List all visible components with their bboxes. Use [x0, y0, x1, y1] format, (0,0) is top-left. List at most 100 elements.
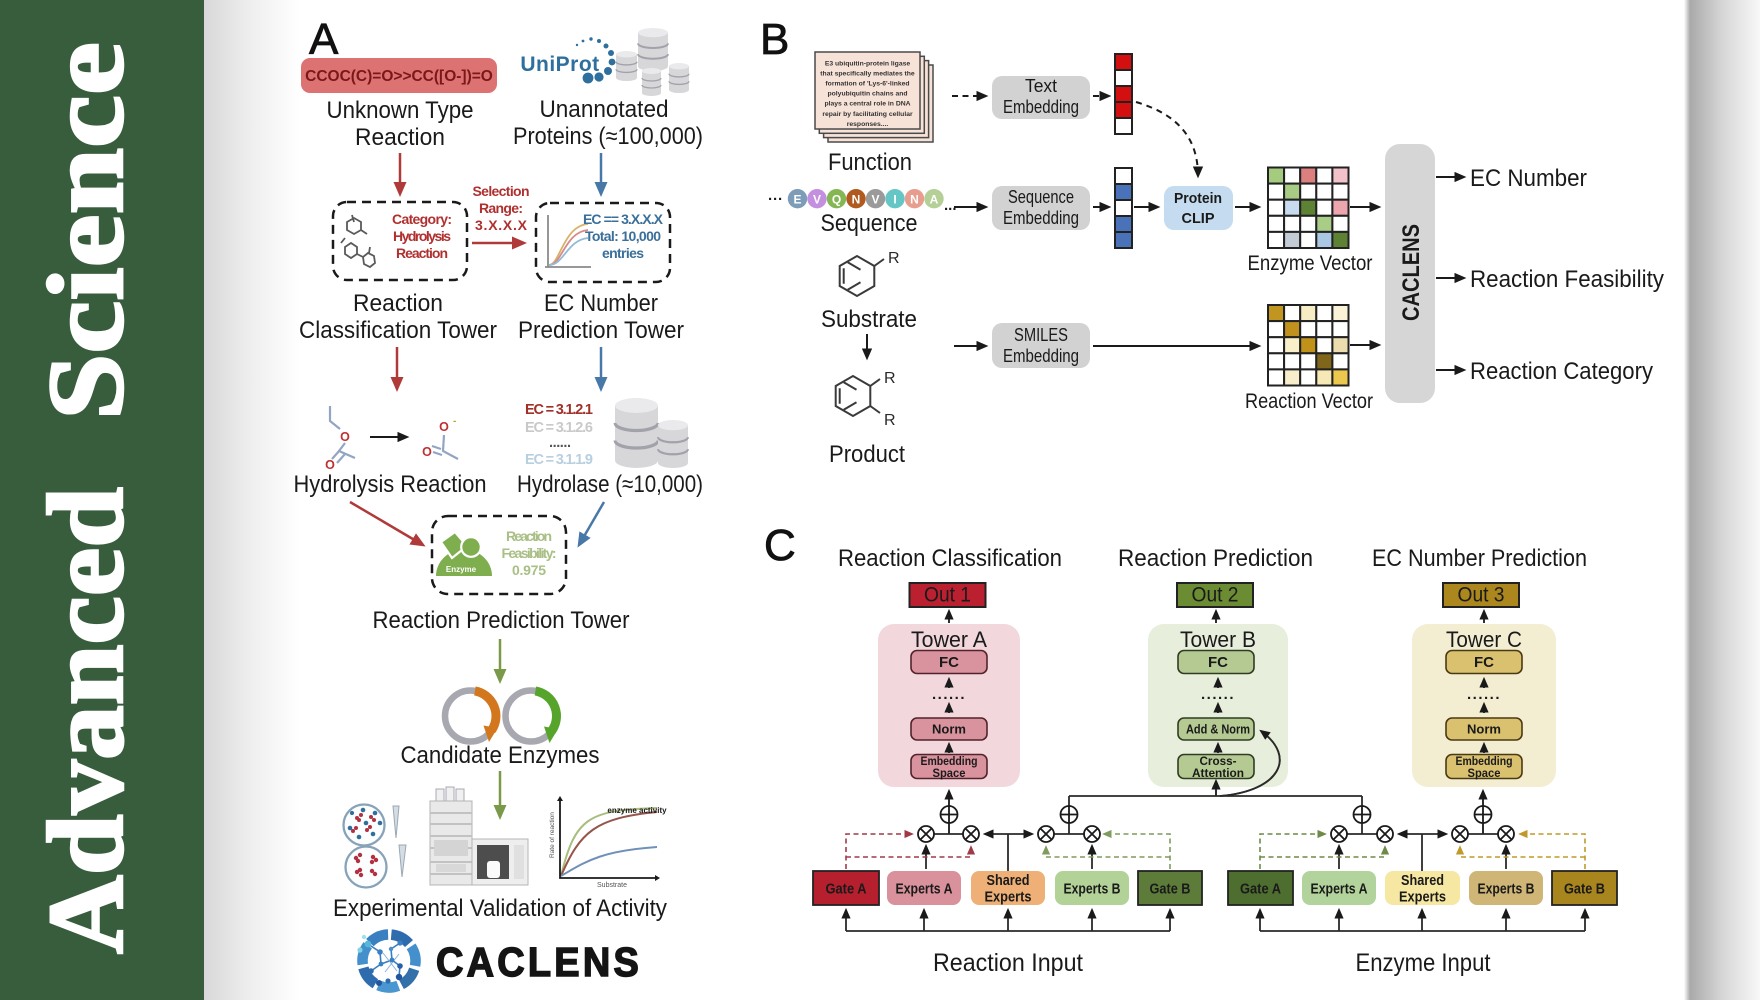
svg-text:Sequence: Sequence — [1008, 187, 1074, 207]
svg-text:EC == 3.X.X.X: EC == 3.X.X.X — [583, 211, 664, 227]
svg-text:Experts B: Experts B — [1064, 882, 1121, 898]
svg-text:CCOC(C)=O>>CC([O-])=O: CCOC(C)=O>>CC([O-])=O — [305, 68, 493, 85]
svg-text:Embedding: Embedding — [1003, 97, 1079, 117]
svg-text:FC: FC — [1208, 654, 1228, 671]
svg-text:Enzyme: Enzyme — [446, 565, 477, 574]
svg-text:Norm: Norm — [1467, 722, 1501, 737]
svg-text:Experts A: Experts A — [896, 882, 953, 898]
svg-text:Reaction: Reaction — [506, 528, 552, 544]
svg-text:Substrate: Substrate — [597, 882, 627, 889]
svg-text:B: B — [760, 15, 789, 64]
svg-text:E: E — [793, 193, 801, 207]
svg-text:Enzyme Input: Enzyme Input — [1356, 949, 1491, 977]
svg-text:I: I — [893, 193, 896, 207]
svg-text:N: N — [852, 193, 861, 207]
svg-text:Selection: Selection — [473, 183, 530, 199]
svg-text:Total: 10,000: Total: 10,000 — [585, 228, 661, 244]
svg-text:responses....: responses.... — [847, 121, 889, 128]
svg-text:CACLENS: CACLENS — [436, 939, 642, 985]
svg-text:O: O — [325, 458, 335, 472]
svg-text:R: R — [888, 250, 900, 267]
svg-text:FC: FC — [939, 654, 959, 671]
svg-text:V: V — [813, 193, 821, 207]
svg-text:CACLENS: CACLENS — [1398, 224, 1425, 321]
svg-text:Out 3: Out 3 — [1458, 584, 1505, 607]
svg-text:Gate A: Gate A — [1240, 882, 1281, 898]
svg-text:-: - — [453, 416, 456, 427]
svg-text:Q: Q — [832, 193, 841, 207]
svg-text:A: A — [309, 15, 339, 64]
svg-text:Experimental Validation of Act: Experimental Validation of Activity — [333, 895, 667, 922]
svg-text:Unannotated: Unannotated — [540, 96, 669, 123]
svg-text:Prediction Tower: Prediction Tower — [518, 317, 684, 344]
svg-text:SMILES: SMILES — [1014, 325, 1068, 345]
svg-text:EC = 3.1.2.1: EC = 3.1.2.1 — [525, 402, 593, 418]
svg-text:Reaction Classification: Reaction Classification — [838, 545, 1062, 572]
svg-text:Reaction: Reaction — [396, 245, 448, 261]
svg-text:entries: entries — [602, 245, 644, 261]
svg-text:enzyme activity: enzyme activity — [607, 806, 667, 815]
svg-text:Embedding: Embedding — [1003, 208, 1079, 228]
svg-text:V: V — [871, 193, 879, 207]
svg-text:Reaction Prediction Tower: Reaction Prediction Tower — [373, 607, 630, 634]
svg-text:Space: Space — [933, 766, 966, 780]
svg-text:Shared: Shared — [987, 873, 1030, 889]
svg-text:CLIP: CLIP — [1182, 210, 1215, 227]
svg-text:polyubiquitin chains and: polyubiquitin chains and — [827, 91, 907, 98]
svg-text:...: ... — [944, 197, 957, 214]
svg-text:Out 2: Out 2 — [1192, 584, 1239, 607]
svg-text:Add & Norm: Add & Norm — [1186, 722, 1250, 737]
svg-text:FC: FC — [1474, 654, 1494, 671]
svg-text:E3 ubiquitin-protein ligase: E3 ubiquitin-protein ligase — [825, 61, 911, 68]
svg-text:Sequence: Sequence — [821, 210, 918, 237]
svg-text:3.X.X.X: 3.X.X.X — [475, 217, 528, 233]
svg-text:···: ··· — [768, 191, 783, 208]
svg-text:Tower C: Tower C — [1446, 627, 1522, 652]
svg-text:0.975: 0.975 — [512, 562, 546, 578]
svg-text:R: R — [884, 370, 896, 387]
svg-text:Gate B: Gate B — [1564, 882, 1605, 898]
svg-text:Embedding: Embedding — [1003, 346, 1079, 366]
svg-text:......: ...... — [549, 435, 571, 451]
svg-text:formation of 'Lys-6'-linked: formation of 'Lys-6'-linked — [825, 81, 909, 88]
svg-text:Rate of reaction: Rate of reaction — [549, 812, 556, 858]
svg-text:Unknown Type: Unknown Type — [327, 97, 474, 124]
svg-text:Range:: Range: — [479, 200, 523, 216]
svg-text:UniProt: UniProt — [520, 53, 599, 76]
svg-text:Experts B: Experts B — [1478, 882, 1535, 898]
svg-text:Reaction Prediction: Reaction Prediction — [1118, 545, 1313, 572]
svg-text:Feasibility:: Feasibility: — [502, 545, 557, 561]
svg-text:Embedding: Embedding — [921, 754, 978, 768]
svg-text:......: ...... — [1467, 686, 1501, 703]
svg-text:C: C — [764, 521, 796, 570]
svg-text:Norm: Norm — [932, 722, 966, 737]
svg-text:Advanced: Advanced — [27, 487, 146, 954]
svg-text:......: ...... — [1201, 686, 1235, 703]
svg-text:Experts: Experts — [1399, 890, 1446, 906]
svg-text:Substrate: Substrate — [821, 306, 917, 333]
svg-text:Hydrolysis Reaction: Hydrolysis Reaction — [294, 471, 487, 498]
svg-text:N: N — [910, 193, 919, 207]
svg-text:EC Number: EC Number — [1470, 165, 1587, 192]
svg-text:Reaction Feasibility: Reaction Feasibility — [1470, 266, 1664, 293]
svg-text:Reaction Input: Reaction Input — [933, 949, 1083, 977]
svg-text:......: ...... — [932, 686, 966, 703]
svg-text:Space: Space — [1468, 766, 1501, 780]
svg-text:Reaction: Reaction — [353, 290, 443, 317]
svg-text:Gate A: Gate A — [826, 882, 867, 898]
svg-text:Proteins (≈100,000): Proteins (≈100,000) — [513, 123, 703, 150]
svg-text:Science: Science — [27, 42, 146, 420]
svg-text:Tower B: Tower B — [1180, 627, 1256, 652]
svg-text:O: O — [422, 445, 432, 459]
svg-text:Attention: Attention — [1192, 766, 1244, 780]
svg-text:Tower A: Tower A — [911, 627, 987, 652]
svg-text:A: A — [930, 193, 939, 207]
svg-text:Text: Text — [1025, 76, 1057, 96]
svg-text:EC = 3.1.1.9: EC = 3.1.1.9 — [525, 452, 593, 468]
svg-text:Reaction Vector: Reaction Vector — [1245, 390, 1373, 413]
svg-text:that specifically mediates the: that specifically mediates the — [820, 71, 915, 78]
svg-text:Reaction Category: Reaction Category — [1470, 358, 1653, 385]
svg-text:Shared: Shared — [1401, 873, 1444, 889]
svg-text:repair by facilitating cellula: repair by facilitating cellular — [822, 111, 913, 118]
svg-text:Protein: Protein — [1174, 190, 1222, 207]
